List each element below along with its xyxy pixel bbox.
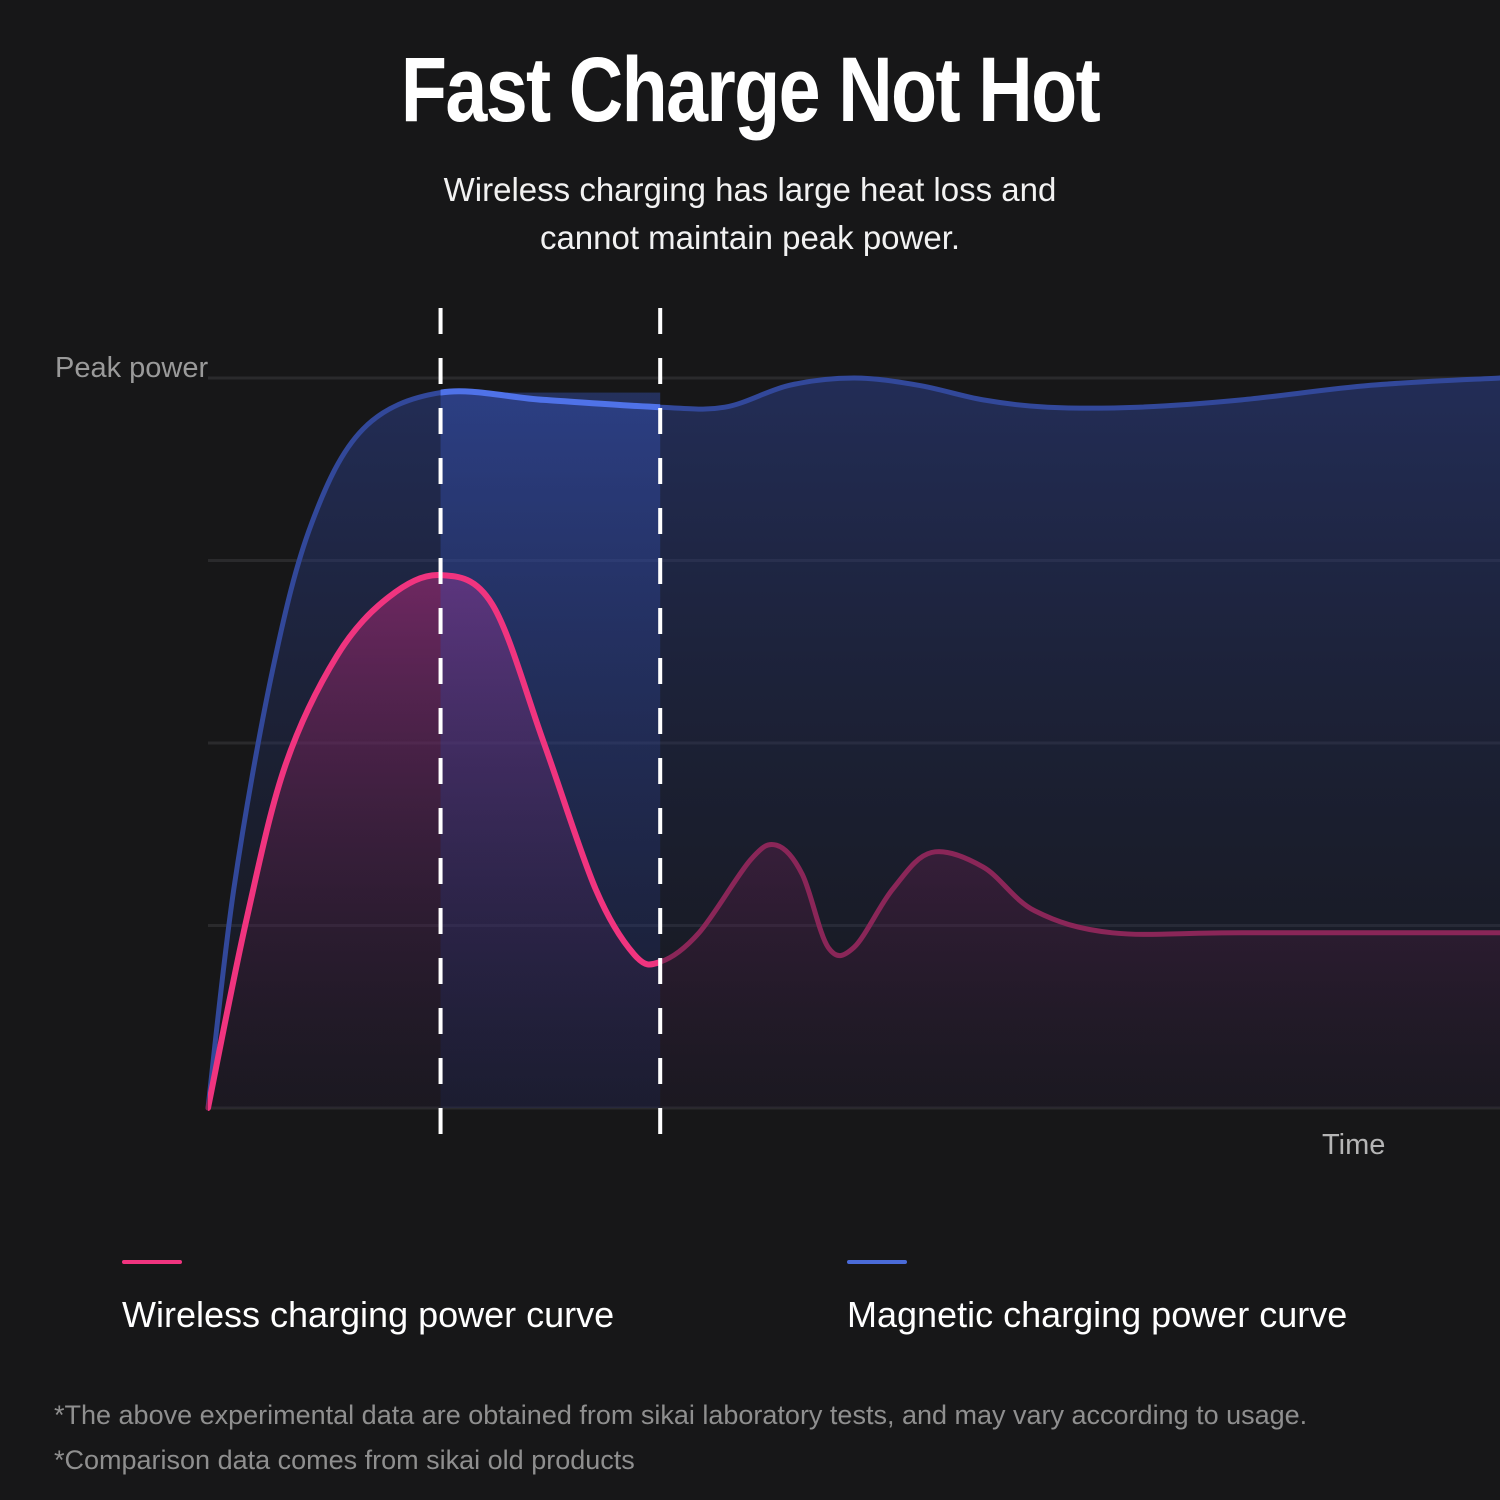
legend-swatch-magnetic [847, 1260, 907, 1264]
page-title: Fast Charge Not Hot [400, 39, 1101, 141]
highlight-band [440, 392, 661, 1109]
subtitle-line-1: Wireless charging has large heat loss an… [443, 171, 1057, 208]
page-subtitle: Wireless charging has large heat loss an… [300, 166, 1200, 262]
series-areas [208, 378, 1500, 1108]
series-highlight-wireless [208, 572, 661, 1111]
legend-swatch-wireless [122, 1260, 182, 1264]
legend-label-wireless: Wireless charging power curve [122, 1294, 615, 1335]
footnote-2: *Comparison data comes from sikai old pr… [54, 1445, 635, 1475]
legend-label-magnetic: Magnetic charging power curve [847, 1294, 1348, 1335]
highlight-borders [438, 308, 663, 1140]
x-axis-label: Time [1322, 1129, 1385, 1161]
series-lines [205, 375, 1500, 1111]
power-curve-chart: Peak power Time [55, 308, 1500, 1161]
series-line-magnetic [205, 375, 1500, 1111]
subtitle-line-2: cannot maintain peak power. [539, 219, 961, 256]
footnote-1: *The above experimental data are obtaine… [54, 1400, 1308, 1430]
y-axis-label: Peak power [55, 352, 208, 384]
